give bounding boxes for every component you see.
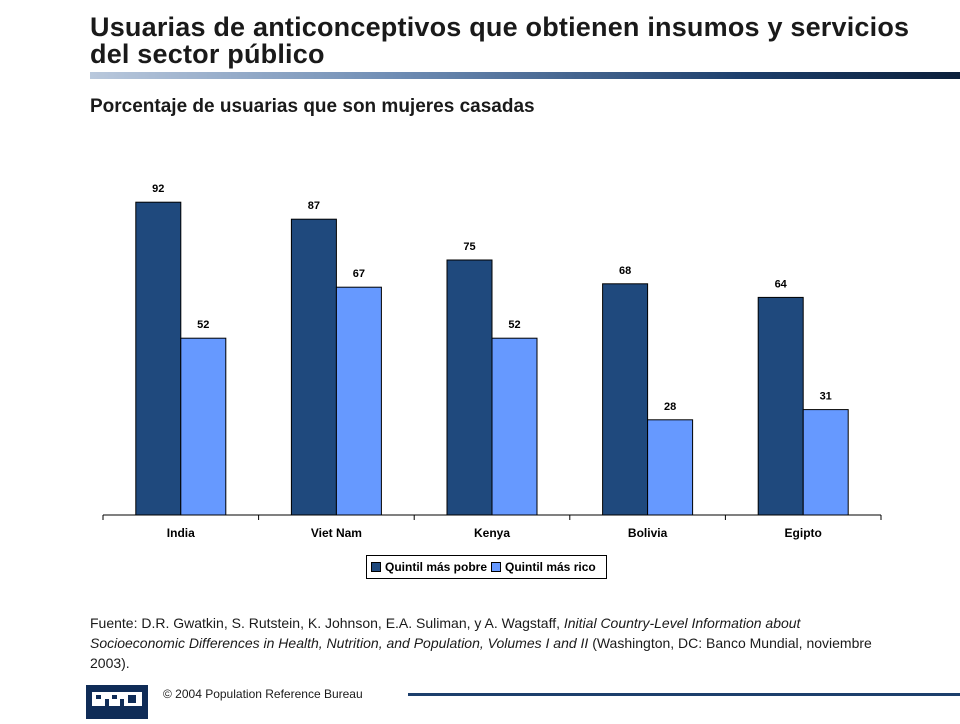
prb-logo [86,685,148,719]
source-suffix: (Washington, DC: Banco Mundial, noviembr… [90,635,872,671]
data-label: 31 [820,391,832,403]
category-label: Kenya [474,526,510,540]
category-label: Egipto [785,526,822,540]
category-label: India [167,526,195,540]
legend-swatch-poor [371,562,381,572]
data-label: 92 [152,183,164,195]
bar-poor [446,259,493,516]
legend-item-rich: Quintil más rico [491,560,596,574]
bar-poor [602,283,649,516]
data-label: 64 [775,278,788,290]
bar-rich [491,337,538,516]
bar-poor [135,201,182,516]
bar-rich [647,419,694,516]
legend-label-rich: Quintil más rico [505,560,596,574]
page-title: Usuarias de anticonceptivos que obtienen… [90,12,910,69]
bar-poor [290,218,337,516]
data-label: 75 [463,241,475,253]
data-label: 52 [197,319,209,331]
bar-poor [757,296,804,516]
source-prefix: Fuente: D.R. Gwatkin, S. Rutstein, K. Jo… [90,615,564,631]
copyright-text: © 2004 Population Reference Bureau [163,687,363,701]
bar-rich [180,337,227,516]
bar-chart: 92 52 India 87 67 Viet Nam 75 52 Kenya 68 28 Bolivi… [102,183,882,540]
bar-rich [802,409,849,516]
data-label: 87 [308,200,320,212]
title-underline-bar [90,72,960,79]
bar-rich [335,286,382,516]
data-label: 67 [353,268,365,280]
data-label: 28 [664,401,676,413]
source-citation: Fuente: D.R. Gwatkin, S. Rutstein, K. Jo… [90,613,880,673]
category-label: Viet Nam [311,526,362,540]
legend-item-poor: Quintil más pobre [371,560,487,574]
footer-divider [408,693,960,696]
category-label: Bolivia [628,526,668,540]
data-label: 68 [619,265,631,277]
data-label: 52 [508,319,520,331]
source-title: Initial Country-Level Information about … [90,615,801,651]
chart-legend: Quintil más pobre Quintil más rico [366,555,607,579]
prb-logo-mark [86,685,148,719]
legend-label-poor: Quintil más pobre [385,560,488,574]
legend-swatch-rich [491,562,502,572]
chart-subtitle: Porcentaje de usuarias que son mujeres c… [90,96,535,117]
